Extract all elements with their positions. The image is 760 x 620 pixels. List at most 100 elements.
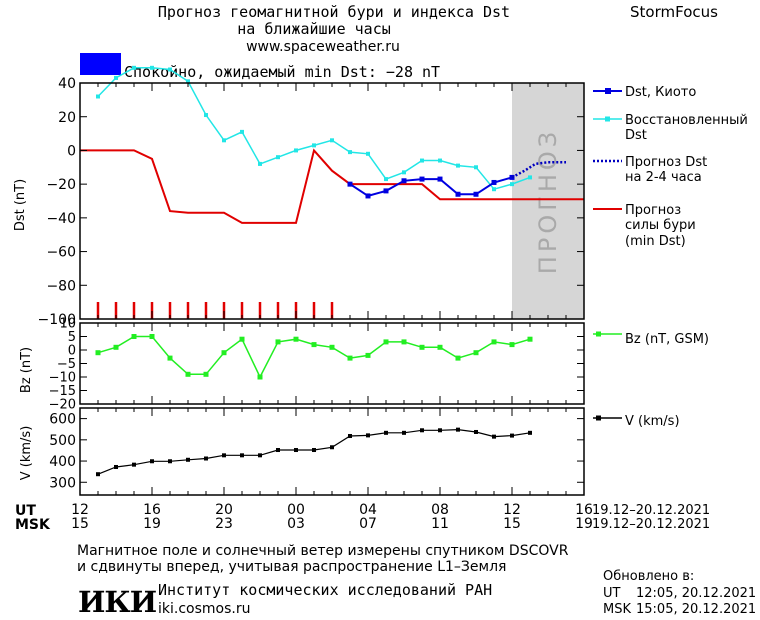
dst-restored-point (132, 65, 136, 70)
v-point (294, 448, 298, 453)
footer-note-line2: и сдвинуты вперед, учитывая распростране… (77, 559, 506, 575)
bz-point (149, 334, 155, 339)
bz-point (95, 350, 101, 356)
msk-date-range: 19.12–20.12.2021 (592, 517, 710, 532)
msk-axis-label: MSK (15, 517, 51, 533)
x-tick-label-msk: 19 (143, 516, 161, 532)
x-tick-label-ut: 20 (215, 502, 233, 518)
y-tick-label: −80 (46, 278, 76, 294)
bz-point (311, 342, 317, 348)
v-point (186, 457, 190, 462)
x-tick-label-ut: 00 (287, 502, 305, 518)
v-point (402, 430, 406, 435)
dst-kyoto-point (491, 179, 497, 185)
dst-restored-point (240, 129, 244, 134)
y-tick-label: 0 (68, 344, 76, 359)
v-point (438, 428, 442, 433)
dst-restored-point (366, 151, 370, 156)
dst-restored-point (528, 175, 532, 180)
v-point (132, 462, 136, 467)
v-point (222, 453, 226, 458)
legend-entry-storm: Прогноз силы бури (min Dst) (593, 203, 696, 249)
v-point (420, 428, 424, 433)
bz-point (239, 336, 245, 342)
dst-kyoto-point (419, 176, 425, 182)
y-tick-label: −20 (46, 177, 76, 193)
bz-point (491, 339, 497, 345)
bz-point (455, 355, 461, 361)
bz-point (527, 336, 533, 342)
bz-point (293, 336, 299, 342)
dst-restored-point (222, 138, 226, 143)
dst-kyoto-point (437, 176, 443, 182)
legend-entry-bz: Bz (nT, GSM) (593, 331, 709, 347)
bz-point (329, 344, 335, 350)
y-tick-label: −5 (57, 357, 76, 372)
bz-axis-label: Bz (nT) (19, 347, 34, 393)
y-tick-label: −10 (49, 371, 76, 386)
dst-restored-point (186, 79, 190, 84)
v-series-layer (96, 427, 532, 477)
x-tick-label-ut: 12 (71, 502, 89, 518)
dst-kyoto-point (401, 178, 407, 184)
v-point (204, 456, 208, 461)
iki-logo: ИКИ (78, 585, 157, 619)
y-tick-label: 300 (49, 475, 76, 491)
dst-restored-point (384, 177, 388, 182)
y-tick-label: 500 (49, 433, 76, 449)
bz-point (221, 350, 227, 356)
legend-label-storm-1: Прогноз (625, 203, 681, 218)
legend: Dst, Киото Восстановленный Dst Прогноз D… (593, 85, 748, 429)
legend-label-storm-2: силы бури (625, 218, 696, 233)
y-tick-label: 400 (49, 454, 76, 470)
dst-restored-point (204, 113, 208, 118)
brand-name: StormFocus (630, 3, 718, 21)
bz-point (275, 339, 281, 345)
legend-marker-restored (605, 116, 610, 122)
y-tick-label: −20 (49, 398, 76, 413)
v-panel: 600 500 400 300 V (km/s) (19, 407, 585, 496)
bz-plot-frame (79, 322, 585, 405)
updated-msk-time: 15:05, 20.12.2021 (636, 602, 756, 617)
v-point (96, 472, 100, 477)
v-point (150, 459, 154, 464)
updated-label: Обновлено в: (603, 569, 694, 584)
bz-point (257, 374, 263, 380)
legend-label-forecast-1: Прогноз Dst (625, 155, 707, 170)
x-tick-label-ut: 04 (359, 502, 377, 518)
dst-restored-point (456, 163, 460, 168)
dst-restored-point (510, 182, 514, 187)
x-tick-label-msk: 19 (575, 516, 593, 532)
dst-restored-point (402, 170, 406, 175)
institute-site: iki.cosmos.ru (158, 601, 250, 617)
forecast-band-label: ПРОГНОЗ (534, 128, 562, 274)
status-color-swatch (80, 53, 121, 75)
v-point (168, 459, 172, 464)
dst-restored-point (96, 94, 100, 99)
x-tick-label-ut: 16 (143, 502, 161, 518)
x-tick-label-msk: 23 (215, 516, 233, 532)
dst-y-axis: 40 20 0 −20 −40 −60 −80 −100 (38, 76, 585, 328)
x-tick-label-ut: 12 (503, 502, 521, 518)
legend-entry-restored: Восстановленный Dst (593, 113, 748, 143)
x-tick-label-msk: 15 (503, 516, 521, 532)
x-tick-label-msk: 11 (431, 516, 449, 532)
y-tick-label: −15 (49, 384, 76, 399)
legend-marker-v (596, 415, 601, 421)
bz-point (383, 339, 389, 345)
bz-point (113, 344, 119, 350)
dst-restored-point (150, 65, 154, 70)
y-tick-label: −40 (46, 211, 76, 227)
updated-ut-label: UT (603, 586, 621, 601)
v-point (240, 453, 244, 458)
legend-label-forecast-2: на 2-4 часа (625, 170, 702, 185)
v-point (510, 433, 514, 438)
v-point (114, 464, 118, 469)
y-tick-label: −60 (46, 245, 76, 261)
legend-label-v: V (km/s) (625, 414, 680, 429)
bz-point (365, 352, 371, 358)
storm-forecast-line (80, 148, 584, 224)
bz-point (203, 371, 209, 377)
v-point (276, 448, 280, 453)
